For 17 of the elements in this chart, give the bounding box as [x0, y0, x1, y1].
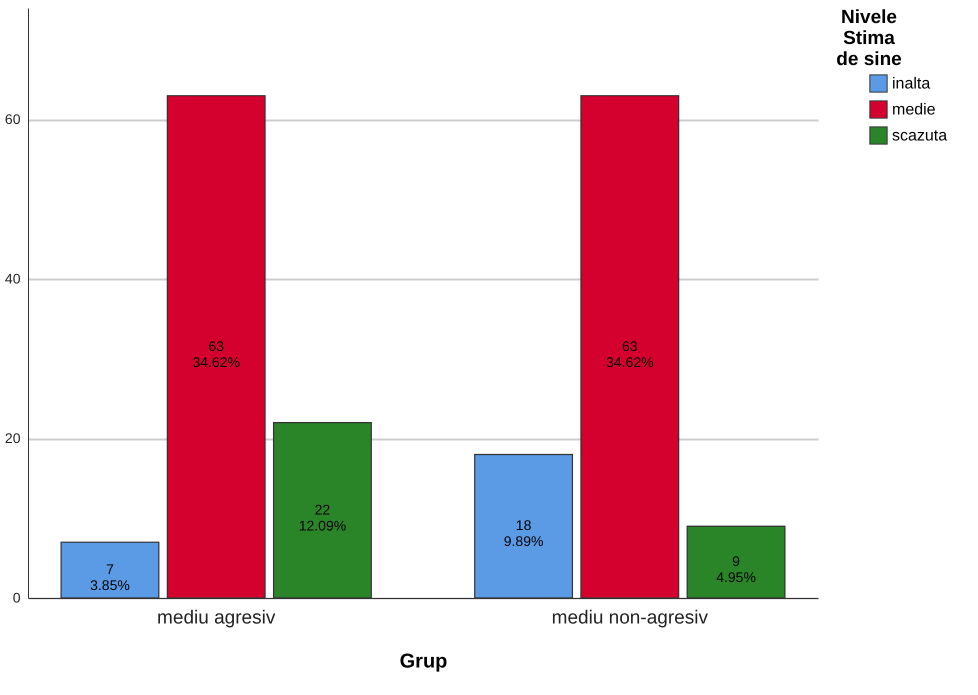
- x-axis-title: Grup: [400, 650, 448, 672]
- legend-label: medie: [892, 102, 936, 118]
- legend-label: scazuta: [892, 128, 948, 144]
- data-label: 9 4.95%: [716, 553, 756, 586]
- y-tick-label: 20: [4, 430, 21, 446]
- legend-label: inalta: [892, 76, 930, 92]
- x-tick-label: mediu non-agresiv: [552, 608, 708, 628]
- y-tick-label: 40: [4, 270, 21, 287]
- data-label: 22 12.09%: [298, 501, 346, 534]
- data-label: 63 34.62%: [192, 338, 240, 370]
- y-tick-label: 60: [4, 111, 21, 128]
- data-label: 7 3.85%: [90, 561, 130, 594]
- y-tick-label: 0: [12, 590, 21, 606]
- legend-title: Nivele Stima de sine: [836, 7, 902, 70]
- data-label: 18 9.89%: [504, 517, 544, 550]
- x-tick-label: mediu agresiv: [157, 608, 276, 628]
- data-label: 63 34.62%: [606, 338, 654, 370]
